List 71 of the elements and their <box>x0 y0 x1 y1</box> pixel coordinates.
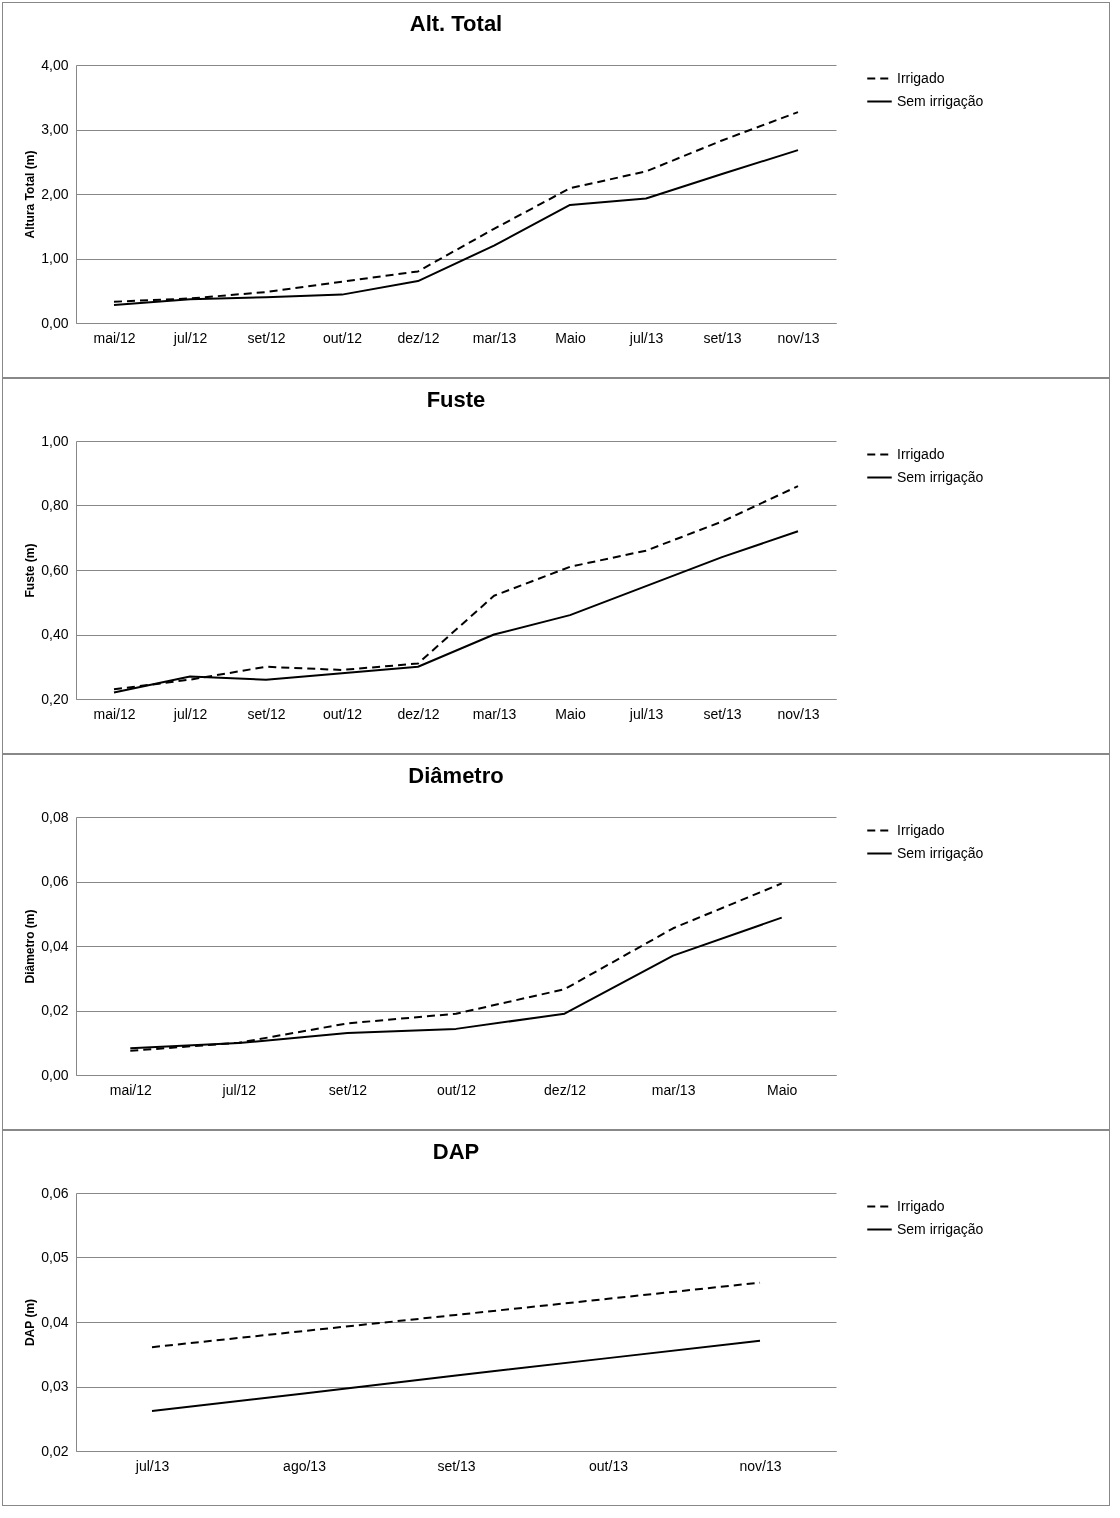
line-series <box>113 485 799 691</box>
x-tick-label: jul/13 <box>628 705 664 722</box>
legend-label: Sem irrigação <box>897 468 984 485</box>
chart-title: Diâmetro <box>408 763 504 788</box>
x-tick-label: jul/12 <box>172 705 208 722</box>
line-series <box>151 1339 761 1413</box>
x-tick-label: ago/13 <box>283 1457 327 1474</box>
x-tick-label: set/12 <box>328 1081 368 1098</box>
x-tick-label: set/12 <box>247 329 286 346</box>
y-tick-label: 1,00 <box>41 432 69 449</box>
y-tick-label: 0,20 <box>41 690 69 707</box>
x-tick-label: set/13 <box>703 329 742 346</box>
legend-label: Irrigado <box>897 821 945 838</box>
y-axis-title: Diâmetro (m) <box>23 909 38 984</box>
y-tick-label: 4,00 <box>41 56 69 73</box>
x-tick-label: nov/13 <box>739 1457 782 1474</box>
y-tick-label: 0,00 <box>41 314 69 331</box>
chart-title: Alt. Total <box>409 11 503 36</box>
x-tick-label: out/13 <box>589 1457 629 1474</box>
y-tick-label: 0,04 <box>41 1313 69 1330</box>
y-tick-label: 0,08 <box>41 808 69 825</box>
legend-label: Irrigado <box>897 445 945 462</box>
x-tick-label: nov/13 <box>777 705 820 722</box>
legend-label: Irrigado <box>897 1197 945 1214</box>
x-tick-label: dez/12 <box>397 329 440 346</box>
y-tick-label: 2,00 <box>41 185 69 202</box>
y-tick-label: 0,02 <box>41 1002 69 1018</box>
y-tick-label: 0,03 <box>41 1378 69 1394</box>
y-tick-label: 0,05 <box>41 1249 69 1265</box>
x-tick-label: set/13 <box>703 705 742 722</box>
y-tick-label: 1,00 <box>41 250 69 266</box>
y-tick-label: 0,06 <box>41 1184 69 1201</box>
legend-label: Sem irrigação <box>897 844 984 861</box>
x-tick-label: nov/13 <box>777 329 820 346</box>
y-tick-label: 0,00 <box>41 1066 69 1083</box>
legend-label: Irrigado <box>897 69 945 86</box>
x-tick-label: set/13 <box>437 1457 476 1474</box>
x-tick-label: jul/12 <box>221 1081 257 1098</box>
chart-title: Fuste <box>426 387 486 412</box>
chart-title: DAP <box>432 1139 480 1164</box>
x-tick-label: set/12 <box>247 705 286 722</box>
x-tick-label: dez/12 <box>397 705 440 722</box>
y-axis-title: DAP (m) <box>23 1298 38 1347</box>
y-tick-label: 0,80 <box>41 497 69 513</box>
x-tick-label: mar/13 <box>651 1081 696 1098</box>
x-tick-label: mar/13 <box>472 705 517 722</box>
x-tick-label: jul/13 <box>628 329 664 346</box>
x-tick-label: jul/13 <box>134 1457 170 1474</box>
x-tick-label: Maio <box>555 705 586 722</box>
x-tick-label: mai/12 <box>93 705 136 722</box>
x-tick-label: out/12 <box>323 329 363 346</box>
y-axis-title: Fuste (m) <box>23 543 38 598</box>
y-tick-label: 0,40 <box>41 626 69 642</box>
x-tick-label: Maio <box>555 329 586 346</box>
y-axis-title: Altura Total (m) <box>23 150 38 239</box>
x-tick-label: jul/12 <box>172 329 208 346</box>
x-tick-label: mar/13 <box>472 329 517 346</box>
x-tick-label: out/12 <box>437 1081 477 1098</box>
line-series <box>113 111 799 303</box>
legend-label: Sem irrigação <box>897 92 984 109</box>
x-tick-label: mai/12 <box>109 1081 152 1098</box>
legend-label: Sem irrigação <box>897 1220 984 1237</box>
x-tick-label: Maio <box>767 1081 798 1098</box>
y-tick-label: 0,04 <box>41 937 69 954</box>
y-tick-label: 0,02 <box>41 1442 69 1459</box>
y-tick-label: 3,00 <box>41 121 69 137</box>
y-tick-label: 0,60 <box>41 561 69 578</box>
y-tick-label: 0,06 <box>41 873 69 889</box>
x-tick-label: mai/12 <box>93 329 136 346</box>
x-tick-label: out/12 <box>323 705 363 722</box>
x-tick-label: dez/12 <box>544 1081 587 1098</box>
